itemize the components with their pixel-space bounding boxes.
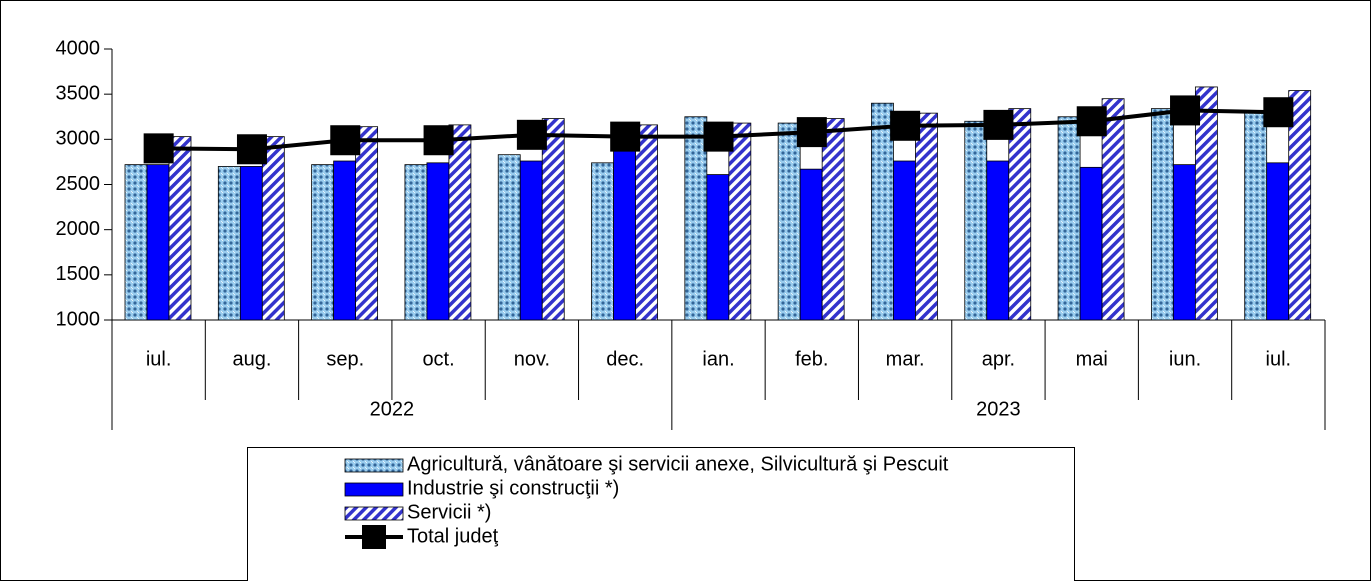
y-tick-label: 4000 (56, 37, 101, 59)
bar (893, 160, 916, 321)
legend-label: Servicii *) (407, 501, 491, 523)
bar (915, 112, 938, 321)
bar (728, 122, 752, 321)
line-marker (890, 110, 921, 141)
line-marker (330, 125, 361, 156)
bar (146, 164, 170, 321)
line-marker (516, 119, 547, 150)
line-marker (1076, 106, 1107, 137)
bar (541, 118, 565, 321)
bar (613, 148, 636, 321)
legend-label: Agricultură, vânătoare şi servicii anexe… (407, 453, 949, 475)
bar (591, 162, 614, 321)
bar (1172, 164, 1196, 321)
legend-swatch (344, 482, 404, 497)
bar (1079, 166, 1103, 321)
y-tick-label: 1500 (56, 263, 101, 285)
group-label: 2022 (370, 398, 415, 420)
x-tick-label: ian. (702, 348, 734, 370)
bar (333, 160, 357, 321)
line-marker (983, 109, 1014, 140)
line-marker (236, 134, 267, 165)
bar (635, 124, 658, 321)
bar (519, 160, 543, 321)
line-marker (1170, 95, 1201, 126)
bar (239, 166, 263, 321)
legend-swatch (344, 506, 404, 521)
bar (497, 154, 521, 321)
line-marker (703, 121, 734, 152)
line-marker (1263, 97, 1294, 128)
bar (706, 174, 730, 321)
bar (799, 168, 823, 321)
bar (1194, 86, 1218, 321)
legend-swatch (344, 458, 404, 473)
bar (124, 164, 148, 321)
bar (448, 124, 472, 321)
y-tick-label: 3000 (56, 128, 101, 150)
x-tick-label: iun. (1169, 348, 1201, 370)
y-tick-label: 3500 (56, 82, 101, 104)
bar (355, 126, 379, 321)
bar (986, 160, 1010, 321)
bar (964, 120, 988, 321)
bar (1008, 108, 1032, 321)
y-tick-label: 2000 (56, 218, 101, 240)
bar (404, 164, 428, 321)
x-tick-label: iul. (146, 348, 172, 370)
bar (1266, 162, 1290, 321)
legend-label: Industrie şi construcţii *) (407, 477, 619, 499)
legend-label: Total judeţ (407, 525, 499, 547)
bar (1101, 98, 1125, 321)
x-tick-label: mar. (886, 348, 925, 370)
x-tick-label: mai (1076, 348, 1108, 370)
x-tick-label: apr. (982, 348, 1015, 370)
line-marker (610, 121, 641, 152)
x-tick-label: aug. (232, 348, 271, 370)
bar (1150, 108, 1174, 321)
line-marker (143, 133, 174, 164)
bar (821, 118, 845, 321)
x-tick-label: oct. (422, 348, 454, 370)
y-tick-label: 2500 (56, 173, 101, 195)
bar (311, 164, 335, 321)
x-tick-label: dec. (606, 348, 644, 370)
bar (168, 136, 192, 321)
x-tick-label: nov. (514, 348, 550, 370)
bar (426, 162, 450, 321)
line-marker (423, 125, 454, 156)
bar (1288, 90, 1312, 321)
bar (777, 122, 801, 321)
bar (217, 166, 241, 321)
bar (1244, 111, 1268, 321)
x-tick-label: feb. (795, 348, 828, 370)
group-label: 2023 (976, 398, 1021, 420)
line-marker (796, 117, 827, 148)
y-tick-label: 1000 (56, 308, 101, 330)
bar (1057, 116, 1081, 321)
bar (261, 136, 285, 321)
x-tick-label: iul. (1266, 348, 1292, 370)
legend-marker (362, 525, 386, 549)
x-tick-label: sep. (326, 348, 364, 370)
